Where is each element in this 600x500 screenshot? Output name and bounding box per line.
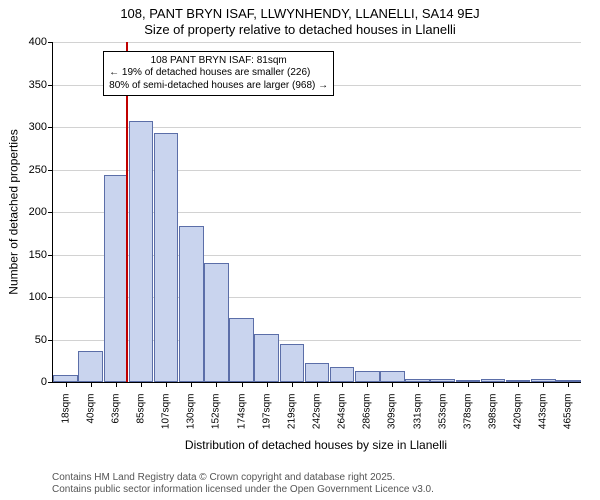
plot-area: 05010015020025030035040018sqm40sqm63sqm8… <box>52 42 581 383</box>
x-tick-label: 107sqm <box>161 394 172 430</box>
footer-line-1: Contains HM Land Registry data © Crown c… <box>52 472 434 484</box>
x-tick-label: 309sqm <box>387 394 398 430</box>
x-tick-mark <box>392 382 393 387</box>
footer-line-2: Contains public sector information licen… <box>52 484 434 496</box>
x-tick-label: 174sqm <box>236 394 247 430</box>
histogram-bar <box>405 379 430 382</box>
histogram-bar <box>506 380 531 382</box>
gridline <box>53 42 581 43</box>
x-tick-label: 443sqm <box>538 394 549 430</box>
footer-attribution: Contains HM Land Registry data © Crown c… <box>52 472 434 496</box>
histogram-bar <box>78 351 103 382</box>
x-tick-label: 18sqm <box>60 394 71 424</box>
histogram-bar <box>330 367 355 382</box>
x-tick-label: 152sqm <box>211 394 222 430</box>
histogram-bar <box>531 379 556 382</box>
x-tick-mark <box>518 382 519 387</box>
y-tick-label: 100 <box>29 291 47 303</box>
y-tick-label: 0 <box>41 376 47 388</box>
histogram-bar <box>305 363 330 382</box>
histogram-bar <box>456 380 481 382</box>
x-tick-label: 130sqm <box>186 394 197 430</box>
annotation-line: 108 PANT BRYN ISAF: 81sqm <box>109 55 328 68</box>
histogram-bar <box>129 121 154 382</box>
y-tick-label: 300 <box>29 121 47 133</box>
title-line-2: Size of property relative to detached ho… <box>0 22 600 38</box>
histogram-bar <box>355 371 380 382</box>
annotation-line: 80% of semi-detached houses are larger (… <box>109 80 328 93</box>
x-axis-title: Distribution of detached houses by size … <box>52 438 580 452</box>
x-tick-label: 40sqm <box>85 394 96 424</box>
y-tick-label: 400 <box>29 36 47 48</box>
histogram-bar <box>204 263 229 382</box>
x-tick-mark <box>116 382 117 387</box>
x-tick-mark <box>267 382 268 387</box>
histogram-bar <box>280 344 305 382</box>
histogram-bar <box>104 175 129 382</box>
y-tick-label: 50 <box>35 334 47 346</box>
y-tick-label: 250 <box>29 164 47 176</box>
x-tick-label: 85sqm <box>136 394 147 424</box>
x-tick-label: 378sqm <box>462 394 473 430</box>
histogram-bar <box>179 226 204 382</box>
x-tick-mark <box>191 382 192 387</box>
x-tick-label: 331sqm <box>412 394 423 430</box>
x-tick-mark <box>141 382 142 387</box>
histogram-bar <box>481 379 506 382</box>
x-tick-mark <box>342 382 343 387</box>
x-tick-mark <box>242 382 243 387</box>
y-axis-title: Number of detached properties <box>6 129 20 294</box>
x-tick-label: 420sqm <box>513 394 524 430</box>
histogram-bar <box>154 133 179 382</box>
x-tick-label: 398sqm <box>488 394 499 430</box>
x-tick-label: 286sqm <box>362 394 373 430</box>
x-tick-mark <box>166 382 167 387</box>
y-tick-mark <box>48 382 53 383</box>
histogram-bar <box>53 375 78 382</box>
histogram-bar <box>430 379 455 382</box>
x-tick-mark <box>367 382 368 387</box>
x-tick-label: 353sqm <box>437 394 448 430</box>
x-tick-mark <box>292 382 293 387</box>
x-tick-mark <box>568 382 569 387</box>
y-tick-label: 200 <box>29 206 47 218</box>
x-tick-label: 242sqm <box>312 394 323 430</box>
x-tick-label: 197sqm <box>261 394 272 430</box>
x-tick-mark <box>493 382 494 387</box>
x-tick-mark <box>317 382 318 387</box>
histogram-bar <box>380 371 405 382</box>
x-tick-mark <box>66 382 67 387</box>
y-tick-label: 350 <box>29 79 47 91</box>
x-tick-mark <box>418 382 419 387</box>
x-tick-mark <box>91 382 92 387</box>
x-tick-mark <box>443 382 444 387</box>
title-line-1: 108, PANT BRYN ISAF, LLWYNHENDY, LLANELL… <box>0 6 600 22</box>
histogram-bar <box>229 318 254 382</box>
x-tick-label: 219sqm <box>286 394 297 430</box>
annotation-line: ← 19% of detached houses are smaller (22… <box>109 67 328 80</box>
x-tick-label: 465sqm <box>563 394 574 430</box>
histogram-bar <box>556 380 581 382</box>
x-tick-mark <box>468 382 469 387</box>
x-tick-mark <box>543 382 544 387</box>
title-block: 108, PANT BRYN ISAF, LLWYNHENDY, LLANELL… <box>0 0 600 37</box>
x-tick-label: 63sqm <box>110 394 121 424</box>
x-tick-label: 264sqm <box>337 394 348 430</box>
x-tick-mark <box>216 382 217 387</box>
chart-container: 108, PANT BRYN ISAF, LLWYNHENDY, LLANELL… <box>0 0 600 500</box>
annotation-callout: 108 PANT BRYN ISAF: 81sqm← 19% of detach… <box>103 51 334 97</box>
histogram-bar <box>254 334 279 382</box>
y-tick-label: 150 <box>29 249 47 261</box>
